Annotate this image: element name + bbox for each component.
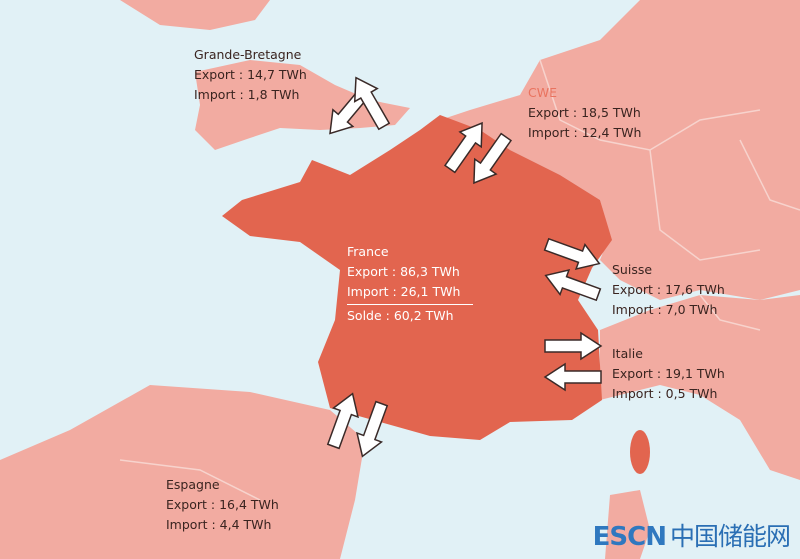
- region-name: Suisse: [612, 262, 653, 277]
- divider: [347, 304, 473, 305]
- import-value: Import : 26,1 TWh: [347, 284, 461, 299]
- label-suisse: Suisse Export : 17,6 TWh Import : 7,0 TW…: [612, 260, 725, 320]
- region-name: Grande-Bretagne: [194, 47, 302, 62]
- import-value: Import : 7,0 TWh: [612, 302, 718, 317]
- land-spain: [0, 385, 365, 559]
- import-value: Import : 0,5 TWh: [612, 386, 718, 401]
- logo-chinese: 中国储能网: [669, 522, 791, 551]
- region-name: France: [347, 244, 389, 259]
- import-value: Import : 4,4 TWh: [166, 517, 272, 532]
- land-north: [120, 0, 270, 30]
- import-value: Import : 1,8 TWh: [194, 87, 300, 102]
- export-value: Export : 14,7 TWh: [194, 67, 307, 82]
- region-name: CWE: [528, 85, 557, 100]
- land-sardinia: [605, 490, 650, 559]
- export-value: Export : 17,6 TWh: [612, 282, 725, 297]
- label-gb: Grande-Bretagne Export : 14,7 TWh Import…: [194, 45, 307, 105]
- land-great-britain: [195, 60, 410, 150]
- label-italie: Italie Export : 19,1 TWh Import : 0,5 TW…: [612, 344, 725, 404]
- export-value: Export : 19,1 TWh: [612, 366, 725, 381]
- logo-latin: ESCN: [592, 522, 667, 552]
- label-cwe: CWE Export : 18,5 TWh Import : 12,4 TWh: [528, 83, 641, 143]
- import-value: Import : 12,4 TWh: [528, 125, 642, 140]
- balance-value: Solde : 60,2 TWh: [347, 308, 454, 323]
- export-value: Export : 16,4 TWh: [166, 497, 279, 512]
- export-value: Export : 86,3 TWh: [347, 264, 460, 279]
- land-italy: [600, 295, 800, 480]
- watermark-logo: ESCN 中国储能网: [592, 517, 791, 553]
- region-name: Italie: [612, 346, 643, 361]
- land-corsica: [630, 430, 650, 474]
- region-name: Espagne: [166, 477, 220, 492]
- country-borders: [119, 59, 800, 501]
- label-france: France Export : 86,3 TWh Import : 26,1 T…: [347, 242, 473, 326]
- land-france: [222, 115, 612, 440]
- land-cwe: [440, 0, 800, 300]
- label-espagne: Espagne Export : 16,4 TWh Import : 4,4 T…: [166, 475, 279, 535]
- export-value: Export : 18,5 TWh: [528, 105, 641, 120]
